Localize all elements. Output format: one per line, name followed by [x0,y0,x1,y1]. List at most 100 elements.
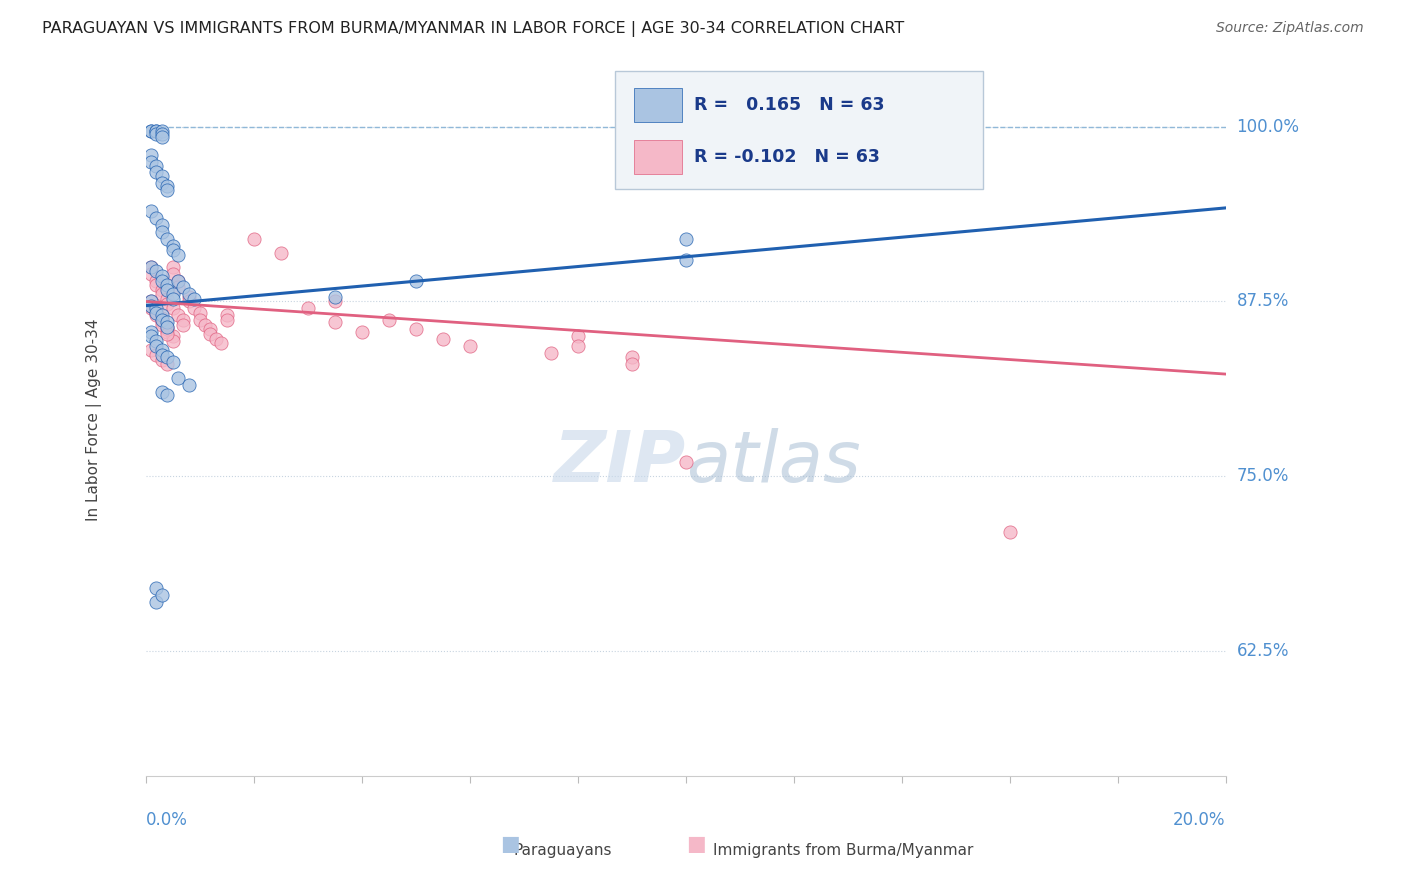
Point [156,315,179,329]
Point [675,455,697,469]
Point [405,322,427,336]
Point [139,329,162,343]
FancyBboxPatch shape [616,71,983,189]
Text: 20.0%: 20.0% [1173,811,1226,830]
Point [183,301,205,316]
Point [183,292,205,306]
Point [145,305,167,319]
Point [150,169,173,183]
Point [145,127,167,141]
Text: ■: ■ [501,834,520,854]
Point [156,283,179,297]
Point [145,124,167,138]
Point [145,305,167,319]
Point [139,124,162,138]
Point [145,309,167,323]
Point [150,385,173,400]
Point [167,280,190,294]
Point [150,287,173,301]
Point [297,301,319,316]
Point [156,351,179,365]
Text: PARAGUAYAN VS IMMIGRANTS FROM BURMA/MYANMAR IN LABOR FORCE | AGE 30-34 CORRELATI: PARAGUAYAN VS IMMIGRANTS FROM BURMA/MYAN… [42,21,904,37]
Point [567,339,589,353]
Point [145,339,167,353]
Point [156,319,179,334]
Text: atlas: atlas [686,428,860,498]
Point [145,595,167,609]
Point [167,309,190,323]
Point [156,322,179,336]
Point [145,347,167,361]
Point [172,318,194,333]
Point [323,294,346,309]
Point [139,260,162,274]
Point [156,388,179,402]
Point [156,277,179,292]
Point [162,260,184,274]
Text: 87.5%: 87.5% [1236,293,1289,310]
Point [150,129,173,144]
Text: 100.0%: 100.0% [1236,118,1299,136]
Point [377,312,399,326]
Bar [634,140,682,175]
Point [215,312,238,326]
Point [145,277,167,292]
Point [139,260,162,274]
Point [150,127,173,141]
Point [156,292,179,306]
Point [172,280,194,294]
Point [188,305,211,319]
Text: Paraguayans: Paraguayans [513,843,612,858]
Point [145,334,167,348]
Point [162,354,184,368]
Point [188,312,211,326]
Point [167,371,190,385]
Point [150,269,173,284]
Point [145,159,167,173]
Text: ■: ■ [686,834,706,854]
Point [194,318,217,333]
Point [145,581,167,595]
Point [150,343,173,358]
Point [177,290,200,304]
Point [567,329,589,343]
Text: In Labor Force | Age 30-34: In Labor Force | Age 30-34 [86,319,101,522]
Point [139,343,162,358]
Point [156,183,179,197]
Point [139,294,162,309]
Point [177,287,200,301]
Point [145,164,167,178]
Point [675,252,697,267]
Point [162,267,184,281]
Point [145,124,167,138]
Text: Source: ZipAtlas.com: Source: ZipAtlas.com [1216,21,1364,35]
Point [145,211,167,225]
Point [209,336,232,351]
Point [145,301,167,316]
Point [177,294,200,309]
Point [139,301,162,316]
Point [139,124,162,138]
Text: ZIP: ZIP [554,428,686,498]
Point [458,339,481,353]
Point [200,326,222,341]
Text: 0.0%: 0.0% [146,811,187,830]
Point [150,312,173,326]
Point [150,347,173,361]
Point [139,203,162,218]
Point [167,273,190,287]
Point [156,178,179,193]
Point [204,332,226,346]
Text: R = -0.102   N = 63: R = -0.102 N = 63 [695,148,880,166]
Point [270,245,292,260]
Point [156,297,179,311]
Point [150,312,173,326]
Point [323,290,346,304]
Point [162,292,184,306]
Point [242,232,264,246]
Point [139,294,162,309]
Point [350,325,373,339]
Point [156,232,179,246]
Point [156,326,179,341]
Point [150,588,173,602]
